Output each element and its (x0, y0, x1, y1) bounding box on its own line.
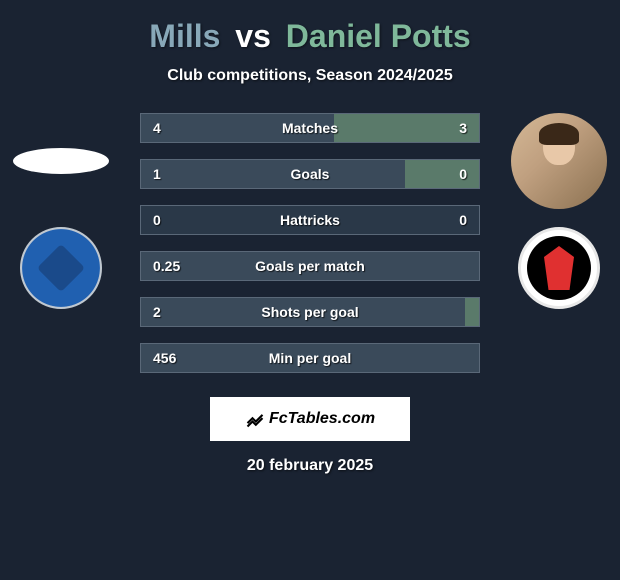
stat-fill-right (405, 160, 479, 188)
stat-fill-right (334, 114, 479, 142)
stat-label: Goals per match (255, 258, 365, 274)
stat-value-left: 0.25 (153, 258, 180, 274)
stat-label: Hattricks (280, 212, 340, 228)
date-text: 20 february 2025 (0, 457, 620, 475)
player1-club-badge (20, 227, 102, 309)
player2-club-badge (518, 227, 600, 309)
stat-value-left: 2 (153, 304, 161, 320)
stat-value-right: 3 (459, 120, 467, 136)
comparison-card: Mills vs Daniel Potts Club competitions,… (0, 0, 620, 485)
stat-row: 2 Shots per goal (140, 297, 480, 327)
stat-label: Min per goal (269, 350, 351, 366)
stat-label: Matches (282, 120, 338, 136)
stat-value-right: 0 (459, 166, 467, 182)
stat-row: 1 Goals 0 (140, 159, 480, 189)
right-column (504, 113, 614, 309)
stat-label: Goals (291, 166, 330, 182)
stat-value-left: 1 (153, 166, 161, 182)
vs-text: vs (235, 18, 271, 54)
brand-text: FcTables.com (269, 410, 375, 428)
stats-list: 4 Matches 3 1 Goals 0 0 Hattricks 0 0.25 Goals per… (140, 113, 480, 373)
player2-name: Daniel Potts (286, 18, 471, 54)
main-area: 4 Matches 3 1 Goals 0 0 Hattricks 0 0.25 Goals per… (0, 113, 620, 373)
left-column (6, 113, 116, 309)
chart-icon (245, 409, 265, 429)
page-title: Mills vs Daniel Potts (0, 18, 620, 55)
brand-badge: FcTables.com (210, 397, 410, 441)
stat-row: 0.25 Goals per match (140, 251, 480, 281)
stat-value-right: 0 (459, 212, 467, 228)
stat-value-left: 0 (153, 212, 161, 228)
stat-fill-left (141, 160, 405, 188)
player1-name: Mills (149, 18, 220, 54)
stat-fill-right (465, 298, 479, 326)
stat-row: 456 Min per goal (140, 343, 480, 373)
stat-value-left: 456 (153, 350, 176, 366)
blank-avatar-icon (13, 148, 109, 174)
stat-value-left: 4 (153, 120, 161, 136)
player2-avatar (511, 113, 607, 209)
stat-row: 0 Hattricks 0 (140, 205, 480, 235)
subtitle: Club competitions, Season 2024/2025 (0, 67, 620, 85)
stat-label: Shots per goal (261, 304, 358, 320)
player1-avatar (13, 113, 109, 209)
stat-row: 4 Matches 3 (140, 113, 480, 143)
charlton-badge-inner (527, 236, 591, 300)
